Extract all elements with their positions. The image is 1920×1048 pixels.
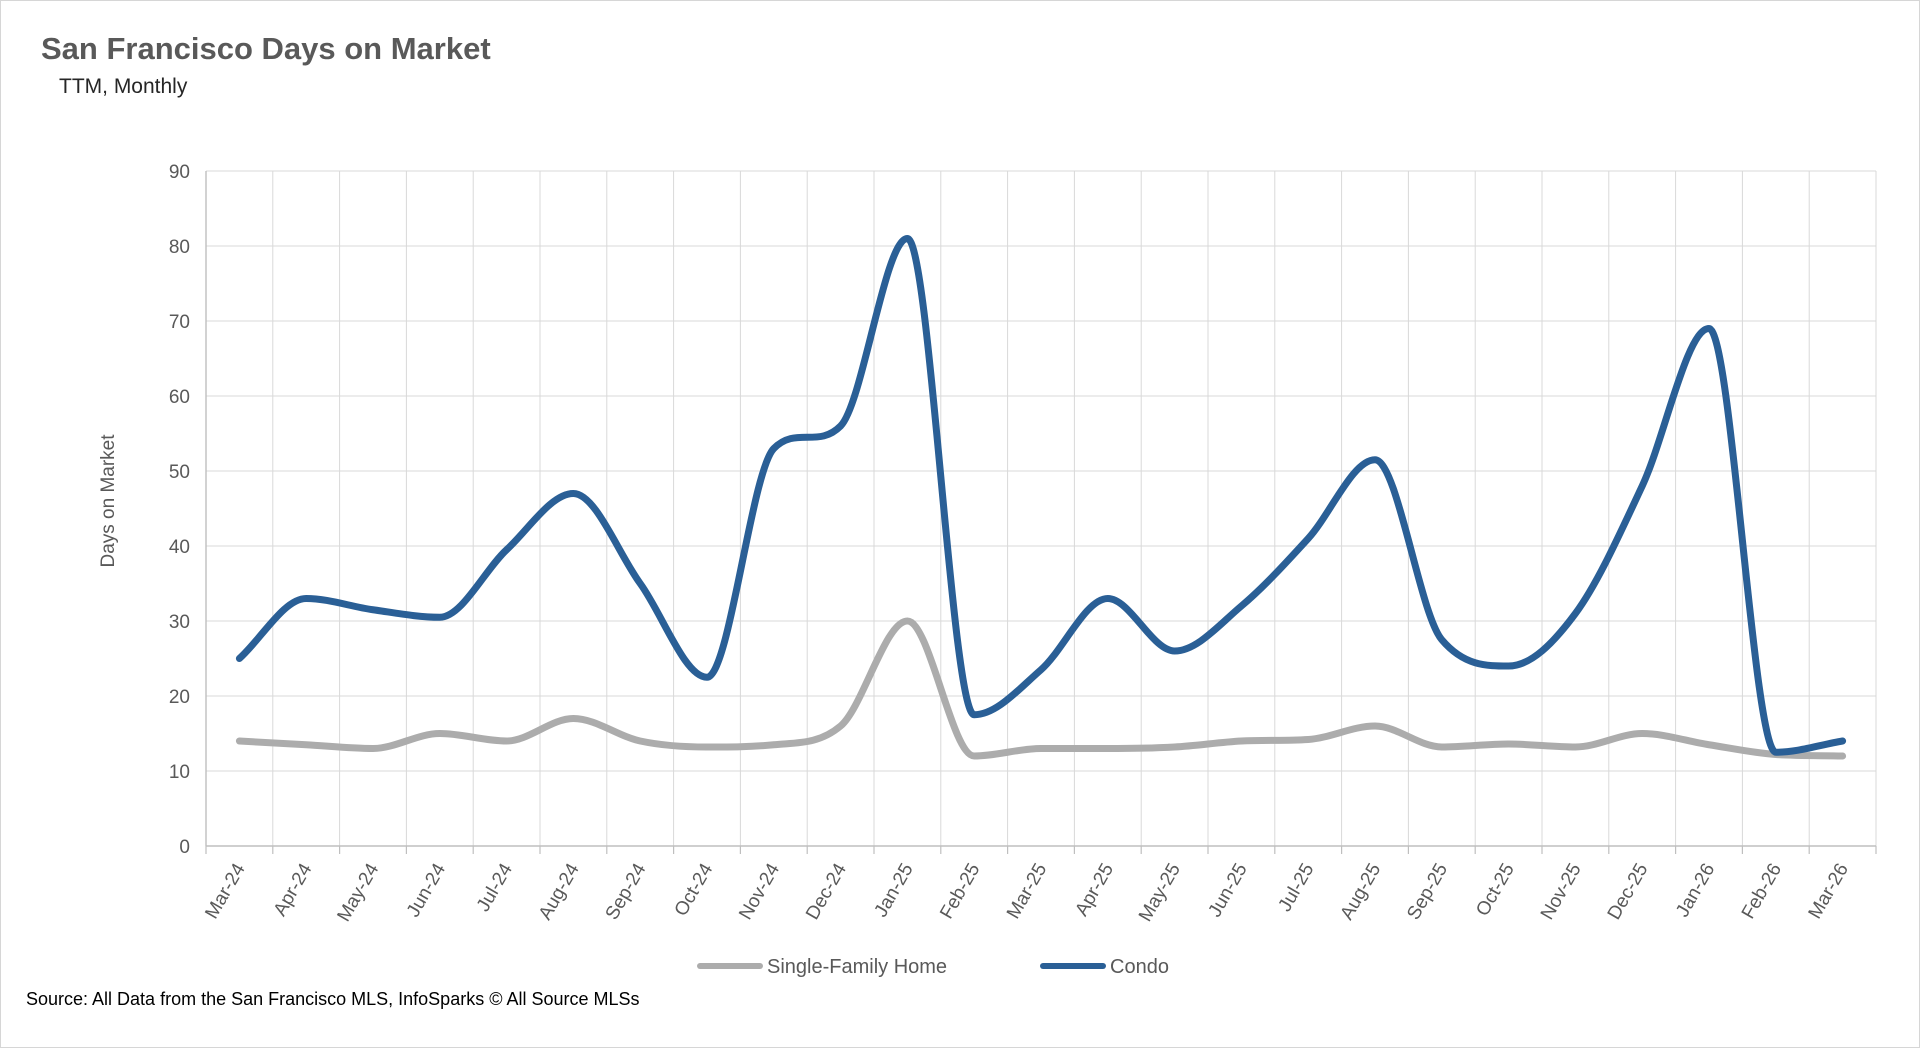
x-tick-label: Jun-24 <box>403 860 450 921</box>
chart-subtitle: TTM, Monthly <box>59 75 188 98</box>
x-tick-label: Jul-25 <box>1274 860 1318 915</box>
x-tick-label: May-25 <box>1135 860 1185 925</box>
y-tick-label: 10 <box>169 762 190 783</box>
x-tick-label: Aug-25 <box>1337 860 1386 924</box>
axis-layer <box>205 171 1877 854</box>
x-tick-label: Jun-25 <box>1204 860 1251 921</box>
y-tick-label: 50 <box>169 462 190 483</box>
x-tick-label: Sep-25 <box>1403 860 1452 924</box>
x-tick-label: Jul-24 <box>473 860 517 916</box>
y-tick-label: 80 <box>169 237 190 258</box>
x-tick-label: Jan-26 <box>1672 860 1719 921</box>
source-note: Source: All Data from the San Francisco … <box>26 989 640 1009</box>
x-tick-label: Jan-25 <box>870 860 917 921</box>
x-tick-label: Feb-25 <box>936 860 984 923</box>
x-tick-label: Mar-25 <box>1003 860 1051 923</box>
x-tick-label: Feb-26 <box>1738 860 1786 923</box>
series-layer <box>235 235 1847 760</box>
x-tick-label: May-24 <box>333 860 383 926</box>
x-tick-label: Nov-25 <box>1537 860 1586 924</box>
condo-line-series <box>235 235 1847 756</box>
y-tick-label: 70 <box>169 312 190 333</box>
x-tick-label: Oct-25 <box>1472 860 1519 920</box>
y-tick-label: 30 <box>169 612 190 633</box>
x-tick-label: Apr-24 <box>270 860 317 920</box>
y-tick-label: 60 <box>169 387 190 408</box>
y-tick-label: 90 <box>169 162 190 183</box>
y-tick-label: 0 <box>179 837 190 858</box>
x-tick-label: Oct-24 <box>671 860 718 920</box>
label-layer: 0 10 20 30 40 50 60 70 80 90 Mar-24 Apr-24 May-24 Jun… <box>169 162 1853 925</box>
grid-layer <box>205 170 1877 846</box>
x-tick-label: Dec-25 <box>1604 860 1653 924</box>
x-tick-label: Nov-24 <box>735 860 784 924</box>
x-tick-label: Aug-24 <box>535 860 584 924</box>
x-tick-label: Apr-25 <box>1071 860 1118 920</box>
y-axis-title: Days on Market <box>98 434 119 568</box>
x-tick-label: Sep-24 <box>602 860 651 924</box>
x-tick-label: Mar-24 <box>201 860 249 923</box>
sfh-line-series <box>235 617 1847 760</box>
x-tick-label: Mar-26 <box>1805 860 1853 923</box>
y-tick-label: 40 <box>169 537 190 558</box>
legend-label-condo: Condo <box>1110 956 1169 978</box>
page-title: San Francisco Days on Market <box>41 31 491 66</box>
legend-label-single-family: Single-Family Home <box>767 956 947 978</box>
chart-legend: Single-Family Home Condo <box>697 956 1169 978</box>
x-tick-label: Dec-24 <box>802 860 851 924</box>
y-tick-label: 20 <box>169 687 190 708</box>
